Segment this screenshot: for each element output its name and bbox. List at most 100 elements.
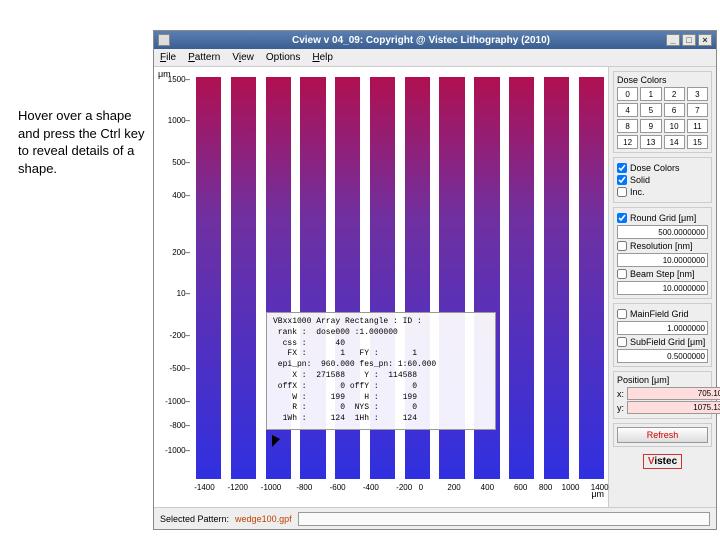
pattern-bar[interactable] bbox=[544, 77, 569, 479]
y-tick: 1000– bbox=[156, 116, 190, 125]
dose-colors-group: Dose Colors 0123456789101112131415 bbox=[613, 71, 712, 153]
menu-options[interactable]: Options bbox=[266, 52, 300, 63]
y-tick: 400– bbox=[156, 191, 190, 200]
pattern-bar[interactable] bbox=[196, 77, 221, 479]
dose-btn-15[interactable]: 15 bbox=[687, 135, 708, 149]
chk-dose-colors[interactable] bbox=[617, 163, 627, 173]
dose-btn-8[interactable]: 8 bbox=[617, 119, 638, 133]
window-title: Cview v 04_09: Copyright @ Vistec Lithog… bbox=[176, 35, 666, 46]
app-window: Cview v 04_09: Copyright @ Vistec Lithog… bbox=[153, 30, 717, 530]
system-menu-icon[interactable] bbox=[158, 34, 170, 46]
x-tick: 1000 bbox=[562, 483, 580, 492]
y-tick: 500– bbox=[156, 158, 190, 167]
x-tick: 400 bbox=[481, 483, 494, 492]
x-tick: 200 bbox=[447, 483, 460, 492]
dose-btn-12[interactable]: 12 bbox=[617, 135, 638, 149]
dose-colors-title: Dose Colors bbox=[617, 75, 708, 85]
dose-btn-9[interactable]: 9 bbox=[640, 119, 661, 133]
minimize-button[interactable]: _ bbox=[666, 34, 680, 46]
pattern-bar[interactable] bbox=[579, 77, 604, 479]
dose-btn-7[interactable]: 7 bbox=[687, 103, 708, 117]
mainfield-input[interactable] bbox=[617, 321, 708, 335]
menu-file[interactable]: File bbox=[160, 52, 176, 63]
vendor-logo: Vistec bbox=[613, 451, 712, 469]
status-field bbox=[298, 512, 710, 526]
subfield-label: SubField Grid [μm] bbox=[630, 337, 705, 347]
position-title: Position [μm] bbox=[617, 375, 708, 385]
titlebar: Cview v 04_09: Copyright @ Vistec Lithog… bbox=[154, 31, 716, 49]
pattern-bar[interactable] bbox=[509, 77, 534, 479]
statusbar: Selected Pattern: wedge100.gpf bbox=[154, 507, 716, 529]
chk-inc[interactable] bbox=[617, 187, 627, 197]
menu-view[interactable]: View bbox=[232, 52, 254, 63]
refresh-button[interactable]: Refresh bbox=[617, 427, 708, 443]
x-tick: -600 bbox=[330, 483, 346, 492]
chk-resolution[interactable] bbox=[617, 241, 627, 251]
subfield-input[interactable] bbox=[617, 349, 708, 363]
chk-solid-label: Solid bbox=[630, 175, 650, 185]
x-tick: -1200 bbox=[228, 483, 248, 492]
round-grid-input[interactable] bbox=[617, 225, 708, 239]
chk-round-grid[interactable] bbox=[617, 213, 627, 223]
shape-tooltip: VBxx1000 Array Rectangle : ID : rank : d… bbox=[266, 312, 496, 430]
y-tick: -500– bbox=[156, 364, 190, 373]
x-tick: -1400 bbox=[194, 483, 214, 492]
canvas-area[interactable]: μm 1500– 1000– 500– 400– 200– 10– -200– -500– -1… bbox=[154, 67, 608, 507]
y-axis: μm 1500–1000–500–400–200–10–-200–-500–-1… bbox=[154, 67, 192, 479]
x-tick: -400 bbox=[363, 483, 379, 492]
y-tick: -200– bbox=[156, 331, 190, 340]
dose-btn-3[interactable]: 3 bbox=[687, 87, 708, 101]
x-tick: -800 bbox=[296, 483, 312, 492]
y-tick: 200– bbox=[156, 248, 190, 257]
dose-btn-4[interactable]: 4 bbox=[617, 103, 638, 117]
dose-btn-1[interactable]: 1 bbox=[640, 87, 661, 101]
pos-y-input[interactable] bbox=[627, 401, 720, 414]
annotation-text: Hover over a shape and press the Ctrl ke… bbox=[18, 107, 148, 177]
x-tick: -1000 bbox=[261, 483, 281, 492]
beam-step-label: Beam Step [nm] bbox=[630, 269, 695, 279]
dose-btn-14[interactable]: 14 bbox=[664, 135, 685, 149]
dose-btn-0[interactable]: 0 bbox=[617, 87, 638, 101]
close-button[interactable]: × bbox=[698, 34, 712, 46]
x-axis: -1400 -1200 -1000 -800 -600 -400 -200 0 200 400 60… bbox=[192, 483, 608, 499]
resolution-input[interactable] bbox=[617, 253, 708, 267]
pos-x-label: x: bbox=[617, 389, 624, 399]
chk-beam-step[interactable] bbox=[617, 269, 627, 279]
dose-btn-6[interactable]: 6 bbox=[664, 103, 685, 117]
y-tick: -1000– bbox=[156, 446, 190, 455]
y-tick: -1000– bbox=[156, 397, 190, 406]
x-tick: 800 bbox=[539, 483, 552, 492]
dose-btn-2[interactable]: 2 bbox=[664, 87, 685, 101]
mainfield-label: MainField Grid bbox=[630, 309, 689, 319]
chk-subfield[interactable] bbox=[617, 337, 627, 347]
chk-mainfield[interactable] bbox=[617, 309, 627, 319]
y-tick: 10– bbox=[156, 289, 190, 298]
pattern-bar[interactable] bbox=[231, 77, 256, 479]
cursor-icon bbox=[272, 435, 282, 449]
pos-y-label: y: bbox=[617, 403, 624, 413]
y-tick: 1500– bbox=[156, 75, 190, 84]
menu-pattern[interactable]: Pattern bbox=[188, 52, 220, 63]
beam-step-input[interactable] bbox=[617, 281, 708, 295]
right-panel: Dose Colors 0123456789101112131415 Dose … bbox=[608, 67, 716, 507]
dose-btn-11[interactable]: 11 bbox=[687, 119, 708, 133]
dose-btn-10[interactable]: 10 bbox=[664, 119, 685, 133]
dose-btn-5[interactable]: 5 bbox=[640, 103, 661, 117]
resolution-label: Resolution [nm] bbox=[630, 241, 693, 251]
round-grid-label: Round Grid [μm] bbox=[630, 213, 696, 223]
chk-dose-label: Dose Colors bbox=[630, 163, 680, 173]
x-tick: 0 bbox=[419, 483, 423, 492]
pos-x-input[interactable] bbox=[627, 387, 720, 400]
menubar: File Pattern View Options Help bbox=[154, 49, 716, 67]
chk-solid[interactable] bbox=[617, 175, 627, 185]
x-tick: 600 bbox=[514, 483, 527, 492]
x-tick: -200 bbox=[396, 483, 412, 492]
menu-help[interactable]: Help bbox=[312, 52, 333, 63]
chk-inc-label: Inc. bbox=[630, 187, 645, 197]
y-tick: -800– bbox=[156, 421, 190, 430]
dose-btn-13[interactable]: 13 bbox=[640, 135, 661, 149]
status-label: Selected Pattern: bbox=[160, 514, 229, 524]
status-file: wedge100.gpf bbox=[235, 514, 292, 524]
x-axis-unit: μm bbox=[591, 489, 604, 499]
maximize-button[interactable]: □ bbox=[682, 34, 696, 46]
